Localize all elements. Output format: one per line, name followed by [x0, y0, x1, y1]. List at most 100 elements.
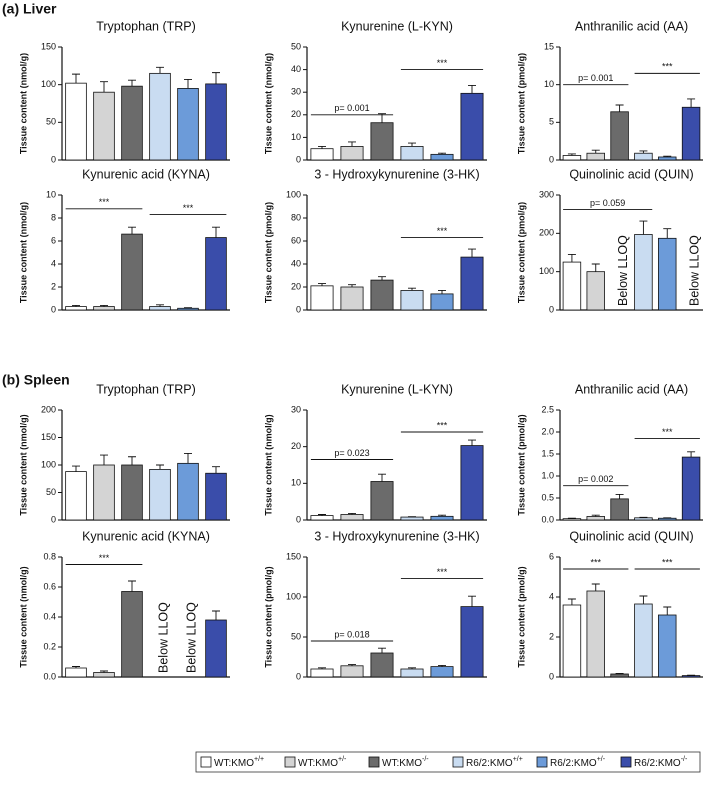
- significance-label: ***: [662, 427, 673, 437]
- bar: [93, 91, 115, 161]
- y-tick-label: 1.0: [541, 470, 554, 480]
- bar: [205, 619, 227, 678]
- error-bar: [100, 454, 108, 465]
- legend-name: R6/2:KMO: [550, 758, 597, 769]
- bar: [400, 146, 424, 161]
- y-tick-label: 60: [291, 235, 301, 245]
- error-bar: [128, 226, 136, 235]
- significance-label: ***: [99, 197, 110, 207]
- y-tick-label: 0: [549, 671, 554, 681]
- chart-title: Anthranilic acid (AA): [575, 19, 688, 33]
- error-bar: [408, 287, 416, 291]
- y-tick-label: 100: [539, 266, 554, 276]
- bar: [610, 673, 629, 678]
- y-tick-label: 100: [41, 79, 56, 89]
- significance-label: ***: [662, 557, 673, 567]
- y-tick-label: 50: [291, 631, 301, 641]
- bar: [370, 122, 394, 161]
- y-axis-label: Tissue content (pmol/g): [516, 53, 526, 154]
- bar: [586, 590, 605, 678]
- panel-label: (a) Liver: [2, 1, 57, 17]
- legend-swatch: [284, 756, 296, 768]
- y-tick-label: 150: [41, 432, 56, 442]
- error-bar: [184, 453, 192, 464]
- bar: [121, 85, 143, 161]
- y-tick-label: 150: [286, 551, 301, 561]
- legend-name: WT:KMO: [382, 758, 422, 769]
- y-tick-label: 10: [291, 132, 301, 142]
- y-axis-label: Tissue content (pmol/g): [516, 414, 526, 515]
- y-tick-label: 15: [544, 41, 554, 51]
- chart-title: Quinolinic acid (QUIN): [569, 167, 693, 181]
- bar: [681, 456, 701, 521]
- error-bar: [72, 666, 80, 668]
- y-tick-label: 2.0: [541, 426, 554, 436]
- bar: [370, 279, 394, 311]
- y-tick-label: 0.5: [541, 492, 554, 502]
- bar: [310, 148, 334, 161]
- bar: [658, 237, 677, 311]
- significance-label: p= 0.001: [578, 73, 613, 83]
- y-tick-label: 6: [51, 235, 56, 245]
- bar: [430, 153, 454, 161]
- bar: [460, 256, 484, 311]
- bar: [370, 652, 394, 678]
- bar: [205, 237, 227, 311]
- y-tick-label: 10: [46, 189, 56, 199]
- legend-label: WT:KMO+/-: [298, 756, 347, 769]
- chart-title: Tryptophan (TRP): [96, 19, 196, 33]
- error-bar: [663, 606, 672, 615]
- significance-label: p= 0.001: [334, 103, 369, 113]
- error-bar: [128, 79, 136, 87]
- bar: [430, 293, 454, 311]
- bar: [586, 271, 605, 311]
- error-bar: [100, 81, 108, 93]
- error-bar: [468, 439, 476, 446]
- y-tick-label: 0: [296, 154, 301, 164]
- bar: [658, 517, 677, 521]
- y-tick-label: 0: [549, 304, 554, 314]
- error-bar: [468, 595, 476, 607]
- error-bar: [468, 248, 476, 258]
- y-tick-label: 0.0: [541, 514, 554, 524]
- y-tick-label: 80: [291, 212, 301, 222]
- error-bar: [100, 304, 108, 307]
- significance-label: p= 0.059: [590, 198, 625, 208]
- error-bar: [567, 153, 576, 156]
- panel-label: (b) Spleen: [2, 372, 70, 388]
- bar-label: Below LLOQ: [156, 602, 170, 673]
- bar: [340, 514, 364, 521]
- chart-title: Anthranilic acid (AA): [575, 382, 688, 396]
- error-bar: [615, 672, 624, 674]
- bar: [562, 518, 582, 521]
- legend-name: WT:KMO: [298, 758, 338, 769]
- error-bar: [128, 456, 136, 465]
- bar: [121, 591, 143, 678]
- bar: [562, 155, 582, 161]
- legend-swatch: [200, 756, 212, 768]
- chart-title: Tryptophan (TRP): [96, 382, 196, 396]
- error-bar: [591, 514, 600, 517]
- bar: [93, 464, 115, 521]
- y-tick-label: 0.0: [43, 671, 56, 681]
- bar: [121, 464, 143, 521]
- significance-label: ***: [662, 62, 673, 72]
- error-bar: [663, 155, 672, 157]
- bar: [177, 462, 199, 521]
- legend-swatch: [536, 756, 548, 768]
- y-tick-label: 2: [549, 631, 554, 641]
- error-bar: [687, 98, 696, 108]
- y-tick-label: 300: [539, 189, 554, 199]
- bar: [205, 83, 227, 161]
- bar: [586, 152, 605, 161]
- legend-label: R6/2:KMO+/+: [466, 756, 523, 769]
- error-bar: [567, 253, 576, 263]
- error-bar: [378, 647, 386, 653]
- bar: [149, 306, 171, 311]
- significance-label: ***: [183, 203, 194, 213]
- chart-title: Kynurenic acid (KYNA): [82, 529, 210, 543]
- error-bar: [72, 304, 80, 307]
- bar: [610, 111, 629, 161]
- y-tick-label: 100: [286, 591, 301, 601]
- y-tick-label: 20: [291, 441, 301, 451]
